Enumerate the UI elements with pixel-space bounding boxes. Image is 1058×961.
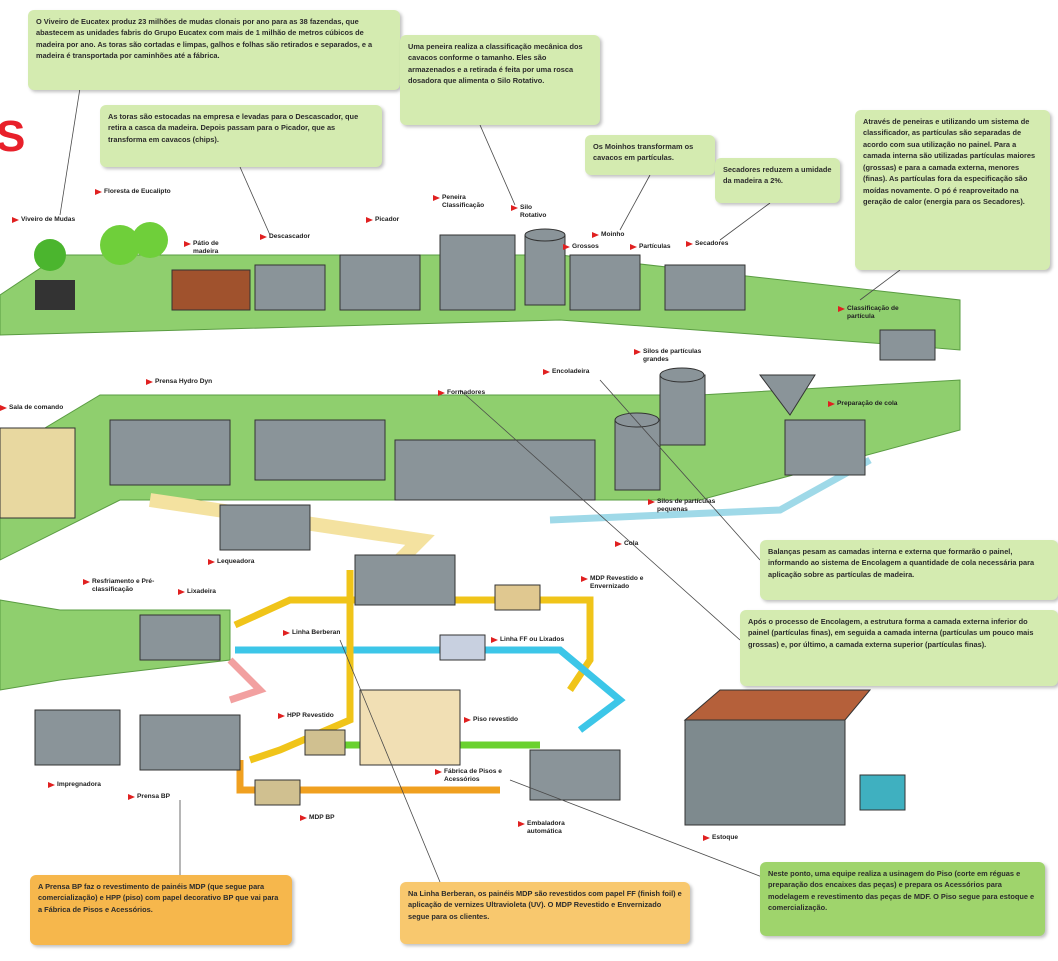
process-label: Viveiro de Mudas — [12, 216, 75, 224]
callout: Após o processo de Encolagem, a estrutur… — [740, 610, 1058, 686]
callout: Através de peneiras e utilizando um sist… — [855, 110, 1050, 270]
callout: Os Moinhos transformam os cavacos em par… — [585, 135, 715, 175]
process-label: MDP Revestido e Envernizado — [581, 575, 665, 591]
process-label: Classificação de partícula — [838, 305, 902, 321]
callout: As toras são estocadas na empresa e leva… — [100, 105, 382, 167]
process-label: Estoque — [703, 834, 738, 842]
process-label: Resfriamento e Pré-classificação — [83, 578, 167, 594]
process-label: Lequeadora — [208, 558, 254, 566]
process-label: Picador — [366, 216, 399, 224]
callout: Neste ponto, uma equipe realiza a usinag… — [760, 862, 1045, 936]
callout: Balanças pesam as camadas interna e exte… — [760, 540, 1058, 600]
process-label: Grossos — [563, 243, 599, 251]
process-label: Moinho — [592, 231, 624, 239]
process-label: Cola — [615, 540, 638, 548]
process-label: Impregnadora — [48, 781, 101, 789]
process-label: Descascador — [260, 233, 310, 241]
process-label: Pátio de madeira — [184, 240, 233, 256]
conveyor — [230, 660, 260, 700]
callout: Uma peneira realiza a classificação mecâ… — [400, 35, 600, 125]
process-label: Encoladeira — [543, 368, 589, 376]
warehouse — [685, 720, 845, 825]
title: S — [0, 112, 25, 162]
process-label: Floresta de Eucalipto — [95, 188, 171, 196]
process-label: Fábrica de Pisos e Acessórios — [435, 768, 519, 784]
process-label: Silos de partículas pequenas — [648, 498, 727, 514]
callout: A Prensa BP faz o revestimento de painéi… — [30, 875, 292, 945]
process-label: Lixadeira — [178, 588, 216, 596]
process-label: MDP BP — [300, 814, 335, 822]
process-label: Secadores — [686, 240, 728, 248]
process-label: Linha FF ou Lixados — [491, 636, 564, 644]
process-label: Prensa BP — [128, 793, 170, 801]
process-label: Formadores — [438, 389, 485, 397]
callout: Secadores reduzem a umidade da madeira a… — [715, 158, 840, 203]
process-label: Silos de partículas grandes — [634, 348, 713, 364]
process-label: Sala de comando — [0, 404, 63, 412]
process-label: Embaladora automática — [518, 820, 587, 836]
process-label: Linha Berberan — [283, 629, 340, 637]
factory — [360, 690, 460, 765]
process-label: Partículas — [630, 243, 671, 251]
process-label: Preparação de cola — [828, 400, 897, 408]
callout: Na Linha Berberan, os painéis MDP são re… — [400, 882, 690, 944]
process-label: Prensa Hydro Dyn — [146, 378, 212, 386]
truck — [860, 775, 905, 810]
process-label: Peneira Classificação — [433, 194, 497, 210]
warehouse-roof — [685, 690, 870, 720]
process-label: HPP Revestido — [278, 712, 334, 720]
conveyor — [235, 600, 590, 690]
process-label: Silo Rotativo — [511, 204, 560, 220]
page: {"title":"S", "callouts":[ "O Viveiro de… — [0, 0, 1058, 961]
callout: O Viveiro de Eucatex produz 23 milhões d… — [28, 10, 400, 90]
process-label: Piso revestido — [464, 716, 518, 724]
